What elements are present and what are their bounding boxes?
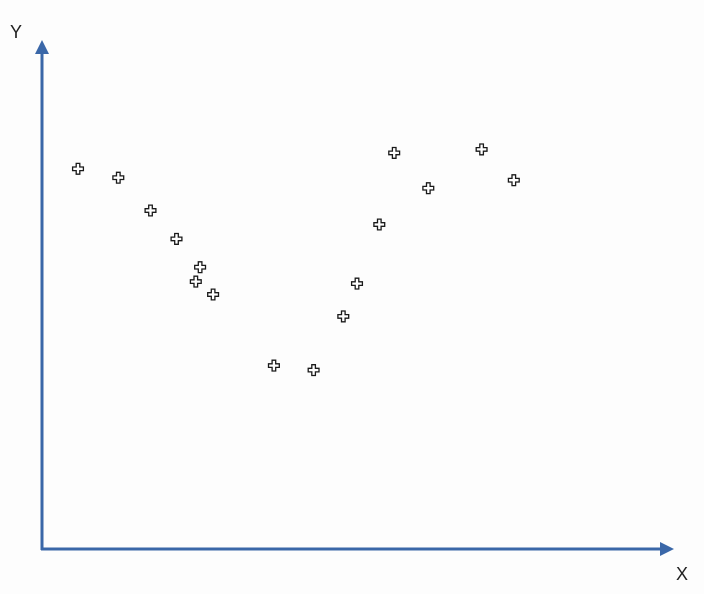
- data-point: [350, 277, 364, 290]
- data-point: [207, 288, 220, 301]
- data-point: [507, 174, 520, 187]
- data-point: [373, 218, 386, 231]
- data-point: [71, 162, 85, 175]
- data-point: [388, 146, 401, 159]
- y-axis-label: Y: [10, 22, 22, 42]
- data-point: [170, 232, 183, 245]
- data-point: [307, 364, 320, 377]
- data-point: [422, 182, 435, 195]
- axes: Y X: [10, 22, 688, 584]
- data-point: [194, 261, 207, 274]
- data-point: [112, 171, 125, 184]
- data-point: [267, 359, 280, 372]
- data-point: [475, 143, 488, 156]
- x-axis-arrowhead: [660, 542, 674, 556]
- data-point: [337, 310, 350, 323]
- data-point: [189, 275, 202, 288]
- data-point: [144, 204, 157, 217]
- data-points: [71, 143, 520, 377]
- y-axis-arrowhead: [35, 40, 49, 54]
- x-axis-label: X: [676, 564, 688, 584]
